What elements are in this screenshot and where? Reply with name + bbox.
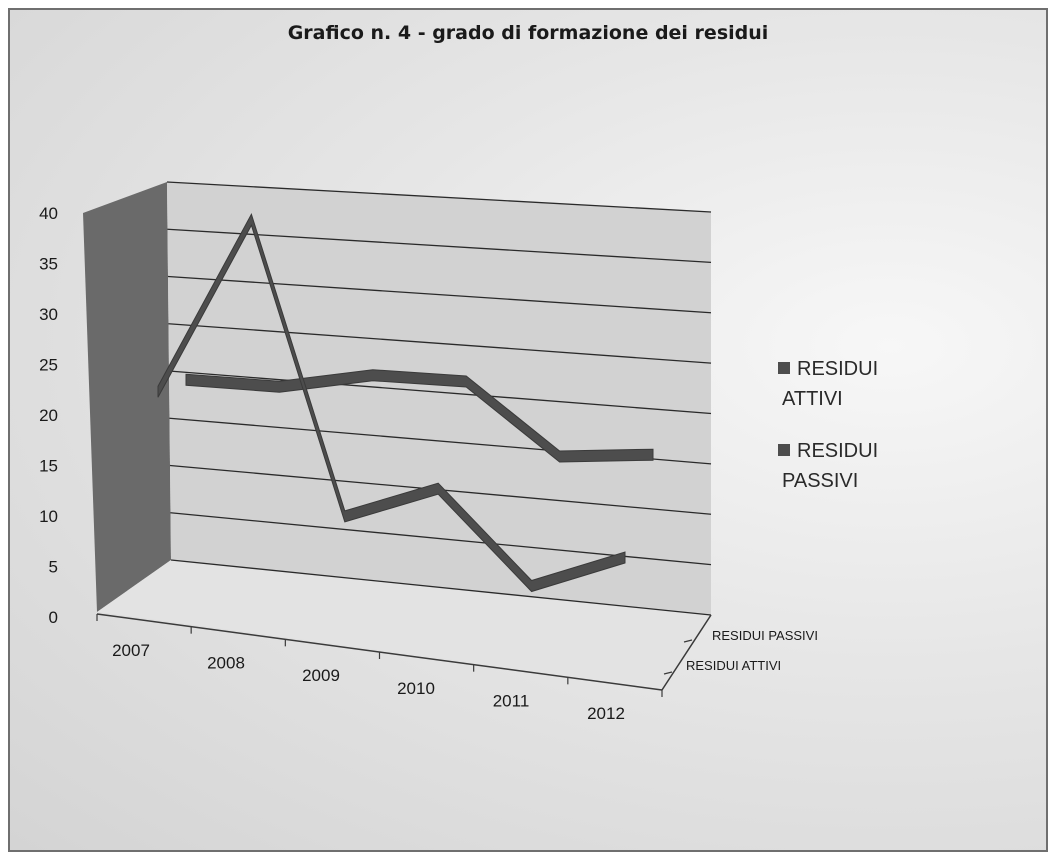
x-tick-label: 2009 xyxy=(302,666,340,685)
chart-title: Grafico n. 4 - grado di formazione dei r… xyxy=(287,22,769,44)
legend-swatch xyxy=(778,362,790,374)
gridline xyxy=(170,559,712,616)
y-tick-label: 10 xyxy=(39,507,58,526)
gridline xyxy=(166,181,712,213)
floor xyxy=(97,560,711,688)
y-tick-label: 40 xyxy=(39,204,58,223)
series-residui-attivi xyxy=(157,213,626,593)
x-tick-label: 2007 xyxy=(112,641,150,660)
x-tick-label: 2008 xyxy=(207,654,245,673)
y-tick-label: 25 xyxy=(39,356,58,375)
legend-label: RESIDUI xyxy=(797,440,878,462)
legend-label: ATTIVI xyxy=(782,388,843,410)
series-layer xyxy=(157,213,654,593)
x-tick-label: 2012 xyxy=(587,704,625,723)
x-tick-label: 2011 xyxy=(493,691,530,710)
series-residui-passivi xyxy=(185,369,654,463)
depth-axis xyxy=(661,614,712,691)
y-tick-label: 20 xyxy=(39,406,58,425)
legend: RESIDUI ATTIVI RESIDUI PASSIVI xyxy=(778,358,878,492)
series-ribbon xyxy=(185,369,654,463)
y-tick-labels: 0 5 10 15 20 25 30 35 40 xyxy=(39,204,58,627)
x-tick-label: 2010 xyxy=(397,679,435,698)
y-tick-label: 35 xyxy=(39,255,58,274)
depth-label: RESIDUI PASSIVI xyxy=(712,628,818,643)
gridline xyxy=(168,323,712,364)
side-wall xyxy=(83,182,171,612)
x-tick-labels: 2007 2008 2009 2010 2011 2012 xyxy=(112,641,625,723)
y-tick-label: 5 xyxy=(49,558,58,577)
depth-labels: RESIDUI PASSIVI RESIDUI ATTIVI xyxy=(663,628,818,675)
gridline xyxy=(167,275,712,314)
depth-label: RESIDUI ATTIVI xyxy=(686,658,781,673)
depth-tick xyxy=(683,639,693,643)
legend-label: PASSIVI xyxy=(782,470,858,492)
y-tick-label: 0 xyxy=(49,608,58,627)
y-tick-label: 30 xyxy=(39,305,58,324)
back-wall xyxy=(167,182,711,615)
x-ticks xyxy=(96,614,663,697)
legend-swatch xyxy=(778,444,790,456)
series-ribbon xyxy=(157,213,626,593)
legend-label: RESIDUI xyxy=(797,358,878,380)
gridline xyxy=(168,370,712,415)
y-tick-label: 15 xyxy=(39,457,58,476)
depth-tick xyxy=(663,671,673,675)
